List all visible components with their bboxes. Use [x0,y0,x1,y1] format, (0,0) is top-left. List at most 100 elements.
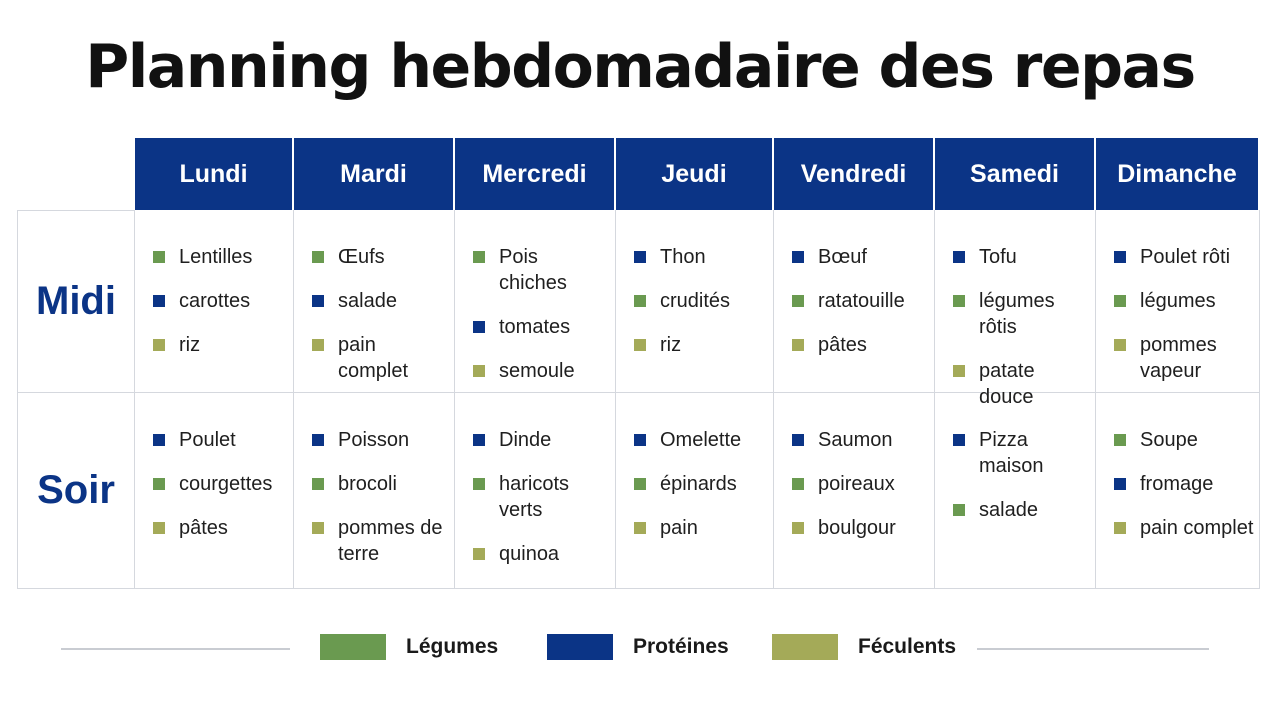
meal-cell: Saumon poireaux boulgour [774,393,935,589]
food-item: Bœuf [792,244,930,270]
food-item-text: pâtes [179,517,228,539]
category-square-icon [953,251,965,263]
meal-row-label: Midi [17,210,135,393]
food-item-text: Soupe [1140,429,1198,451]
meal-cell: Poulet rôti légumes pommes vapeur [1096,210,1260,393]
category-square-icon [792,339,804,351]
food-item: pâtes [153,515,289,541]
food-item-text: Dinde [499,429,552,451]
category-square-icon [1114,251,1126,263]
food-item: légumes [1114,288,1255,314]
category-square-icon [153,339,165,351]
food-item-text: salade [338,290,397,312]
food-item-text: courgettes [179,473,273,495]
category-square-icon [153,522,165,534]
food-item-text: pâtes [818,334,867,356]
meal-cell: Pizza maison salade [935,393,1096,589]
food-item: salade [953,497,1091,523]
food-item: Soupe [1114,427,1255,453]
food-item-text: salade [979,499,1038,521]
food-item: Saumon [792,427,930,453]
food-item: poireaux [792,471,930,497]
meal-cell: Soupe fromage pain complet [1096,393,1260,589]
food-item: pommes de terre [312,515,450,567]
meal-cell: Poulet courgettes pâtes [135,393,294,589]
category-square-icon [473,251,485,263]
food-item-text: pain [660,517,698,539]
category-square-icon [1114,522,1126,534]
category-square-icon [953,434,965,446]
food-item: Omelette [634,427,769,453]
food-item-text: riz [660,334,682,356]
food-item: carottes [153,288,289,314]
food-item: haricots verts [473,471,611,523]
category-square-icon [312,478,324,490]
meal-cell: Poisson brocoli pommes de terre [294,393,455,589]
meal-row-label: Soir [17,393,135,589]
food-item-text: ratatouille [818,290,905,312]
day-header: Samedi [935,138,1096,210]
category-square-icon [312,295,324,307]
food-item: boulgour [792,515,930,541]
food-item: Dinde [473,427,611,453]
category-square-icon [953,504,965,516]
category-square-icon [953,295,965,307]
category-square-icon [473,321,485,333]
day-header: Jeudi [616,138,774,210]
food-item: courgettes [153,471,289,497]
food-item-text: Poisson [338,429,410,451]
category-square-icon [153,295,165,307]
food-item-text: Poulet [179,429,236,451]
food-item: Poulet [153,427,289,453]
category-square-icon [953,365,965,377]
food-item: légumes rôtis [953,288,1091,340]
legend-entry-legumes: Légumes [320,634,498,660]
food-item: Thon [634,244,769,270]
food-item-text: Omelette [660,429,742,451]
meal-cell: Œufs salade pain complet [294,210,455,393]
food-item-text: tomates [499,316,571,338]
legend-swatch-proteines [547,634,613,660]
food-item: fromage [1114,471,1255,497]
food-item-text: crudités [660,290,731,312]
category-square-icon [1114,339,1126,351]
food-item-text: Lentilles [179,246,253,268]
food-item-text: Pois chiches [499,246,567,294]
category-square-icon [1114,434,1126,446]
food-item-text: patate douce [979,360,1035,408]
category-square-icon [473,434,485,446]
food-item-text: pommes vapeur [1140,334,1217,382]
food-item: salade [312,288,450,314]
legend-swatch-legumes [320,634,386,660]
food-item-text: Poulet rôti [1140,246,1231,268]
legend-label-legumes: Légumes [406,635,499,658]
category-square-icon [153,434,165,446]
food-item: Poulet rôti [1114,244,1255,270]
category-square-icon [792,434,804,446]
legend-label-proteines: Protéines [633,635,729,658]
food-item-text: carottes [179,290,251,312]
food-item-text: Thon [660,246,706,268]
food-item-text: poireaux [818,473,895,495]
food-item: épinards [634,471,769,497]
food-item: crudités [634,288,769,314]
legend-swatch-feculents [772,634,838,660]
meal-cell: Lentilles carottes riz [135,210,294,393]
meal-plan-table: Lundi Mardi Mercredi Jeudi Vendredi Samedi Dim… [17,138,1260,589]
legend-divider-left [61,648,290,650]
food-item: patate douce [953,358,1091,410]
category-square-icon [312,434,324,446]
legend-entry-feculents: Féculents [772,634,956,660]
food-item: Lentilles [153,244,289,270]
category-square-icon [634,522,646,534]
food-item: Pizza maison [953,427,1091,479]
meal-cell: Omelette épinards pain [616,393,774,589]
category-square-icon [473,365,485,377]
page-title: Planning hebdomadaire des repas [85,32,1196,102]
food-item: ratatouille [792,288,930,314]
category-square-icon [792,295,804,307]
category-square-icon [792,251,804,263]
food-item: tomates [473,314,611,340]
food-item: pain complet [312,332,450,384]
category-square-icon [312,522,324,534]
